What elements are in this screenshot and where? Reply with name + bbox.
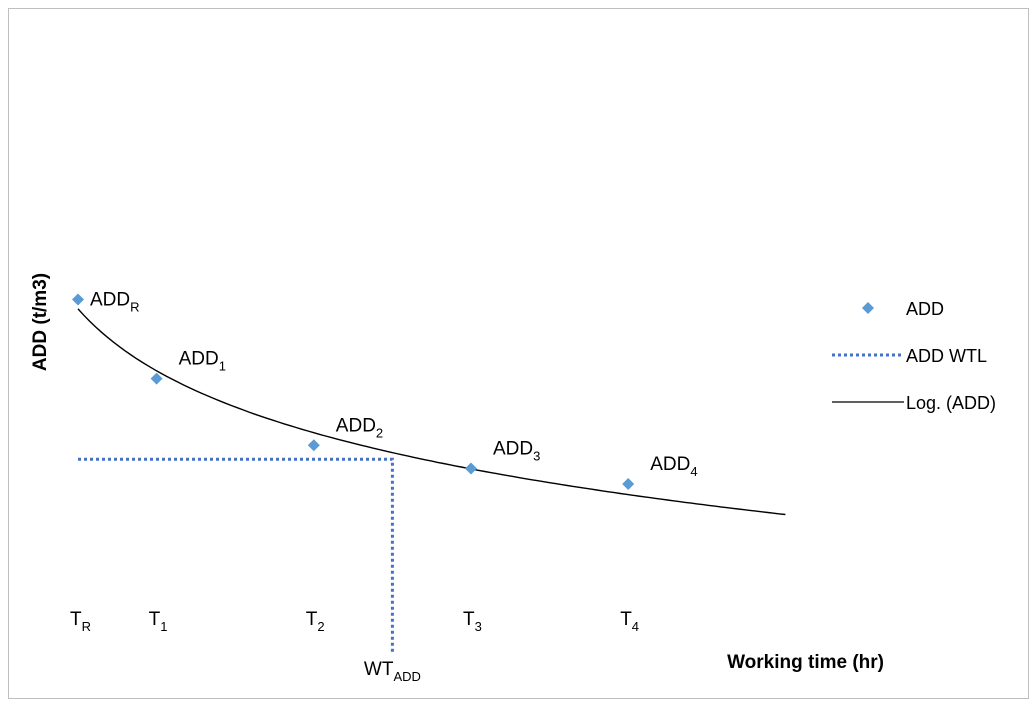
add-wtl-line <box>78 457 394 655</box>
add-point-label-1-main: ADD <box>179 349 219 370</box>
x-tick-label-3: T3 <box>463 609 482 634</box>
legend: ADD ADD WTL Log. (ADD) <box>832 299 996 413</box>
x-tick-label-3-main: T <box>463 609 475 630</box>
add-point-label-4: ADD4 <box>650 454 697 479</box>
x-tick-label-4: T4 <box>620 609 639 634</box>
x-tick-label-2-main: T <box>306 609 318 630</box>
add-point-label-3: ADD3 <box>493 439 540 464</box>
x-tick-label-4-sub: 4 <box>632 619 639 634</box>
legend-label-2: Log. (ADD) <box>906 393 996 413</box>
add-point-2 <box>307 439 320 452</box>
x-axis-title: Working time (hr) <box>727 652 884 673</box>
x-label-wt-add-sub: ADD <box>393 669 420 684</box>
add-point-label-0: ADDR <box>90 290 140 315</box>
legend-label-0: ADD <box>906 299 944 319</box>
x-label-wt-add: WTADD <box>364 659 421 684</box>
add-point-label-0-sub: R <box>130 300 139 315</box>
add-point-label-0-main: ADD <box>90 290 130 311</box>
legend-swatch-add <box>862 302 874 314</box>
add-point-3 <box>465 462 477 475</box>
add-point-label-3-sub: 3 <box>533 449 540 464</box>
trendline-log-add <box>77 308 786 516</box>
x-label-wt-add-main: WT <box>364 659 394 680</box>
x-tick-label-2-sub: 2 <box>317 619 324 634</box>
x-tick-label-3-sub: 3 <box>475 619 482 634</box>
x-tick-label-1: T1 <box>149 609 168 634</box>
x-tick-label-1-sub: 1 <box>160 619 167 634</box>
x-tick-label-0-main: T <box>70 609 82 630</box>
add-point-label-3-main: ADD <box>493 439 533 460</box>
add-point-0 <box>72 293 84 306</box>
x-tick-label-0-sub: R <box>82 619 91 634</box>
x-tick-label-2: T2 <box>306 609 325 634</box>
x-tick-label-1-main: T <box>149 609 161 630</box>
add-point-label-2-main: ADD <box>336 415 376 436</box>
add-point-4 <box>622 478 635 490</box>
y-axis-title: ADD (t/m3) <box>30 273 51 371</box>
add-point-label-4-main: ADD <box>650 454 690 475</box>
add-point-label-1-sub: 1 <box>219 359 226 374</box>
add-point-label-4-sub: 4 <box>690 464 697 479</box>
add-point-label-2: ADD2 <box>336 415 383 440</box>
legend-label-1: ADD WTL <box>906 346 987 366</box>
add-point-1 <box>150 372 163 385</box>
add-point-label-1: ADD1 <box>179 349 226 374</box>
x-tick-label-4-main: T <box>620 609 632 630</box>
x-tick-label-0: TR <box>70 609 91 634</box>
add-point-label-2-sub: 2 <box>376 425 383 440</box>
